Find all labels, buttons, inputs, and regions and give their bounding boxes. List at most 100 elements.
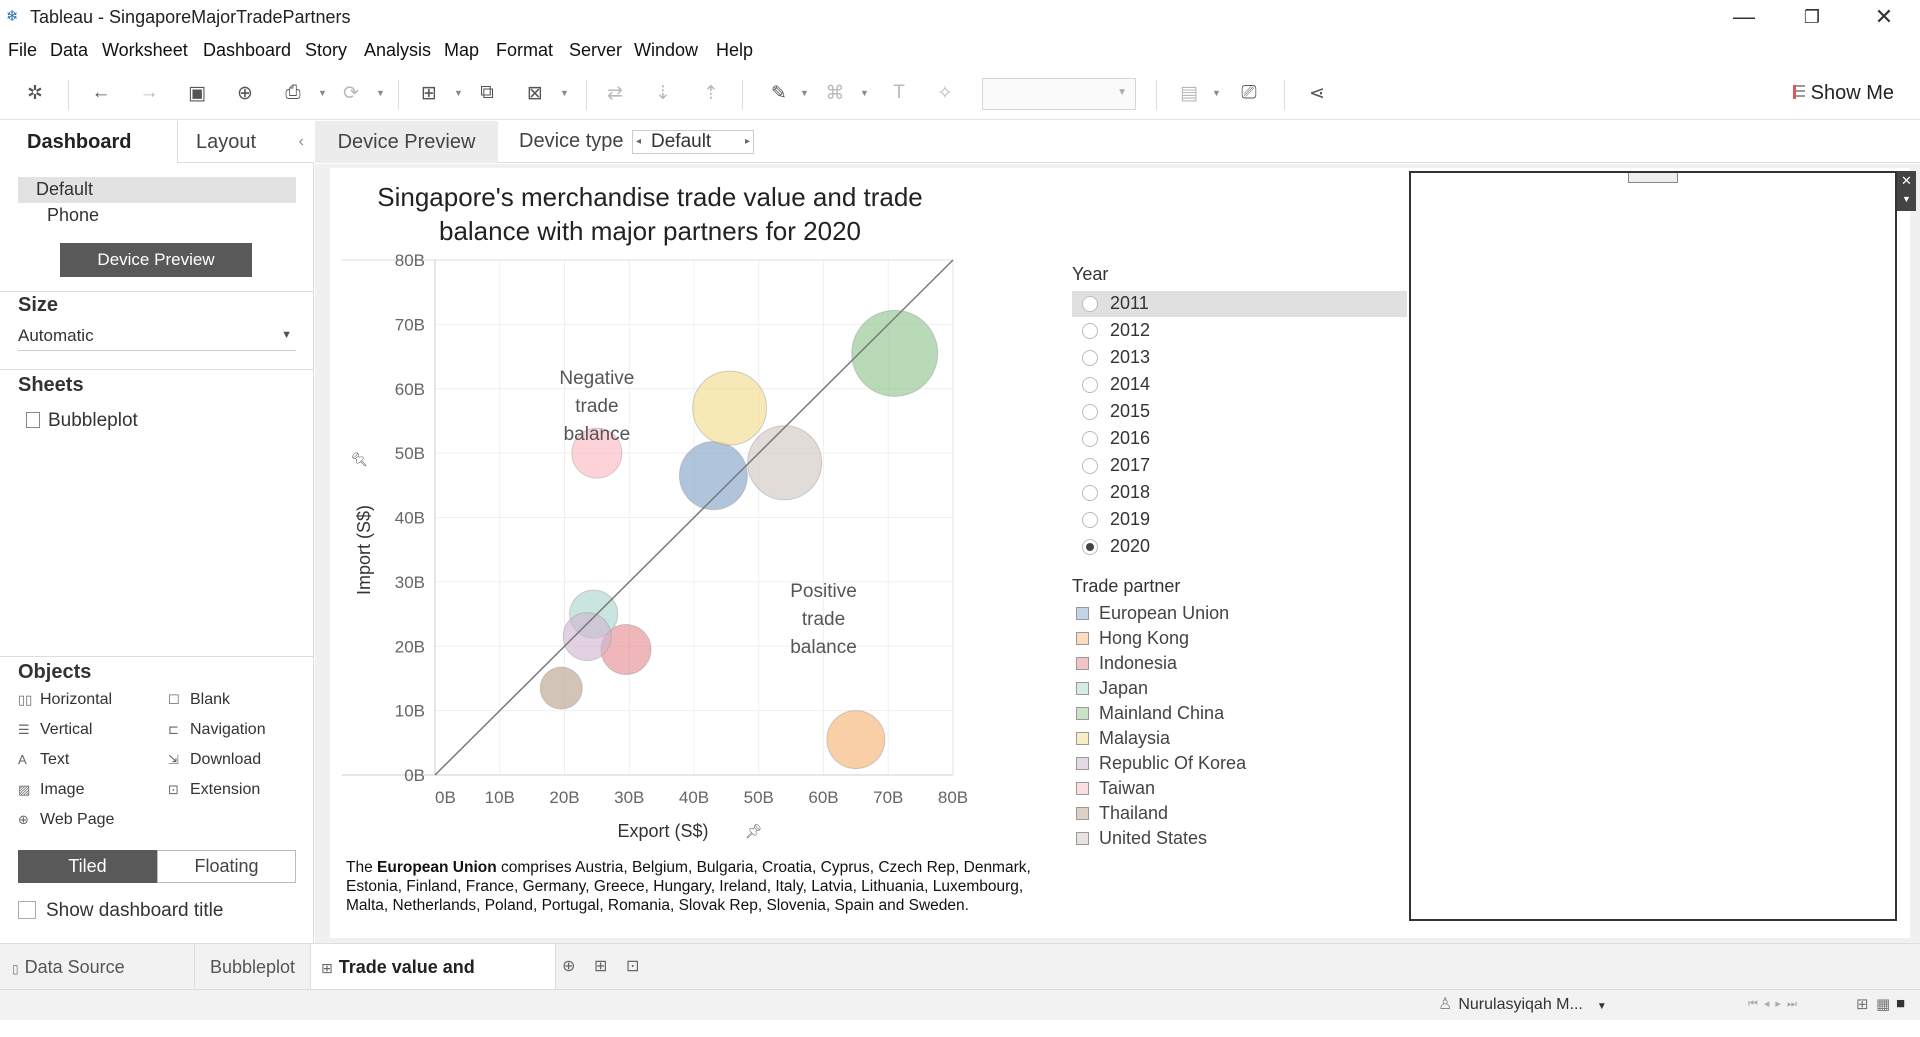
tabs-view-icon[interactable]: ■: [1896, 995, 1906, 1012]
new-worksheet-icon[interactable]: ⊞: [421, 83, 437, 104]
menu-dashboard[interactable]: Dashboard: [203, 40, 292, 60]
save-icon[interactable]: ▣: [188, 83, 206, 104]
device-preview-tab[interactable]: Device Preview: [315, 121, 498, 163]
bubble-united-states[interactable]: [747, 425, 823, 501]
duplicate-icon[interactable]: ⧉: [480, 82, 494, 103]
bubble-taiwan[interactable]: [571, 427, 623, 479]
remove-container-icon[interactable]: ✕: [1901, 173, 1912, 188]
year-option-2017[interactable]: 2017: [1072, 453, 1407, 479]
legend-item[interactable]: United States: [1076, 828, 1207, 849]
legend-item[interactable]: Japan: [1076, 678, 1148, 699]
year-option-2016[interactable]: 2016: [1072, 426, 1407, 452]
year-option-2013[interactable]: 2013: [1072, 345, 1407, 371]
year-option-2019[interactable]: 2019: [1072, 507, 1407, 533]
group-dropdown-icon[interactable]: ▼: [860, 88, 869, 98]
fit-select[interactable]: ▼: [982, 78, 1136, 110]
redo-icon[interactable]: →: [139, 82, 159, 103]
legend-item[interactable]: Republic Of Korea: [1076, 753, 1246, 774]
menu-help[interactable]: Help: [716, 40, 754, 60]
year-option-2011[interactable]: 2011: [1072, 291, 1407, 317]
object-horizontal[interactable]: ▯▯ Horizontal: [18, 691, 112, 709]
labels-icon[interactable]: T: [893, 82, 905, 103]
bubble-chart[interactable]: 0B 10B 20B 30B 40B 50B 60B 70B 80B 0B 10B 20B 30B 40B…: [340, 250, 980, 850]
x-axis-pin-icon[interactable]: 📌︎: [745, 824, 763, 840]
object-vertical[interactable]: ☰ Vertical: [18, 721, 92, 739]
prev-device-icon[interactable]: ◂: [636, 136, 642, 147]
show-me-button[interactable]: Show Me: [1792, 82, 1894, 105]
menu-window[interactable]: Window: [634, 40, 699, 60]
legend-item[interactable]: European Union: [1076, 603, 1229, 624]
next-device-icon[interactable]: ▸: [744, 136, 750, 147]
refresh-icon[interactable]: ⟳: [343, 83, 359, 104]
pause-updates-icon[interactable]: ⎙: [285, 82, 301, 103]
show-cards-icon[interactable]: ▤: [1180, 83, 1198, 104]
legend-item[interactable]: Malaysia: [1076, 728, 1170, 749]
highlight-icon[interactable]: ✎: [771, 83, 787, 104]
tab-trade-value-and-balance[interactable]: ⊞Trade value and balance: [310, 944, 556, 1024]
menu-file[interactable]: File: [8, 40, 38, 60]
new-worksheet-dropdown-icon[interactable]: ▼: [454, 88, 463, 98]
year-option-2012[interactable]: 2012: [1072, 318, 1407, 344]
show-dashboard-title-checkbox[interactable]: Show dashboard title: [18, 900, 223, 922]
new-worksheet-tab-icon[interactable]: ⊕: [562, 958, 576, 975]
tableau-home-icon[interactable]: ✲: [27, 83, 43, 104]
floating-toggle[interactable]: Floating: [157, 850, 296, 883]
menu-data[interactable]: Data: [50, 40, 89, 60]
show-cards-dropdown-icon[interactable]: ▼: [1212, 88, 1221, 98]
clear-dropdown-icon[interactable]: ▼: [560, 88, 569, 98]
fix-axes-icon[interactable]: ✧: [937, 83, 953, 104]
collapse-panel-icon[interactable]: ‹: [298, 133, 304, 150]
device-type-select[interactable]: ◂ Default ▸: [632, 130, 754, 154]
swap-icon[interactable]: ⇄: [607, 83, 623, 104]
legend-item[interactable]: Indonesia: [1076, 653, 1177, 674]
legend-item[interactable]: Hong Kong: [1076, 628, 1189, 649]
menu-map[interactable]: Map: [444, 40, 480, 60]
pause-dropdown-icon[interactable]: ▼: [318, 88, 327, 98]
menu-story[interactable]: Story: [305, 40, 348, 60]
size-select[interactable]: Automatic ▼: [18, 323, 296, 351]
user-menu[interactable]: ♙ Nurulasyiqah M... ▼: [1438, 994, 1607, 1018]
tiled-toggle[interactable]: Tiled: [18, 850, 157, 883]
new-story-tab-icon[interactable]: ⊡: [626, 958, 640, 975]
object-web-page[interactable]: ⊕ Web Page: [18, 811, 114, 829]
minimize-icon[interactable]: —: [1733, 4, 1755, 29]
restore-icon[interactable]: ❐: [1803, 7, 1821, 27]
year-option-2020[interactable]: 2020: [1072, 534, 1407, 560]
object-text[interactable]: A Text: [18, 751, 69, 769]
tab-layout[interactable]: Layout ‹: [177, 121, 314, 163]
menu-worksheet[interactable]: Worksheet: [102, 40, 188, 60]
year-option-2018[interactable]: 2018: [1072, 480, 1407, 506]
menu-format[interactable]: Format: [496, 40, 554, 60]
x-axis-label[interactable]: Export (S$): [617, 821, 708, 841]
bubble-hong-kong[interactable]: [826, 710, 886, 770]
clear-sheet-icon[interactable]: ⊠: [527, 83, 543, 104]
presentation-mode-icon[interactable]: ⎚: [1241, 82, 1257, 103]
bubble-republic-of-korea[interactable]: [562, 612, 612, 662]
legend-item[interactable]: Mainland China: [1076, 703, 1224, 724]
tab-data-source[interactable]: ▯ Data Source: [0, 944, 194, 990]
legend-item[interactable]: Taiwan: [1076, 778, 1155, 799]
film-strip-icon[interactable]: ▦: [1876, 996, 1891, 1013]
bubble-mainland-china[interactable]: [851, 309, 939, 397]
new-dashboard-tab-icon[interactable]: ⊞: [594, 958, 608, 975]
menu-server[interactable]: Server: [569, 40, 623, 60]
object-extension[interactable]: ⊡ Extension: [168, 781, 260, 799]
new-data-source-icon[interactable]: ⊕: [237, 83, 253, 104]
y-axis-label[interactable]: Import (S$): [354, 505, 374, 595]
year-option-2015[interactable]: 2015: [1072, 399, 1407, 425]
sort-ascending-icon[interactable]: ⇣: [655, 83, 671, 104]
sheet-item-bubbleplot[interactable]: Bubbleplot: [26, 410, 138, 432]
grid-view-icon[interactable]: ⊞: [1856, 996, 1869, 1013]
bubble-thailand[interactable]: [539, 666, 583, 710]
object-image[interactable]: ▨ Image: [18, 781, 84, 799]
sheet-navigation-icon[interactable]: ⏮◂▸⏭: [1748, 998, 1803, 1010]
share-icon[interactable]: ⋖: [1309, 83, 1325, 104]
container-controls[interactable]: ✕ ▼: [1897, 171, 1916, 211]
refresh-dropdown-icon[interactable]: ▼: [376, 88, 385, 98]
undo-icon[interactable]: ←: [91, 82, 111, 103]
group-icon[interactable]: ⌘: [825, 83, 845, 104]
object-navigation[interactable]: ⊏ Navigation: [168, 721, 266, 739]
object-blank[interactable]: ☐ Blank: [168, 691, 230, 709]
legend-item[interactable]: Thailand: [1076, 803, 1168, 824]
highlight-dropdown-icon[interactable]: ▼: [800, 88, 809, 98]
